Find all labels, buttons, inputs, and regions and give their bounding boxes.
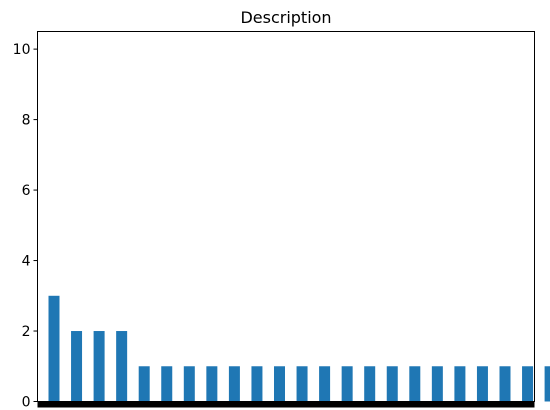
bar-1: [71, 331, 83, 402]
y-tick-label-2: 4: [22, 254, 31, 270]
bar-20: [499, 366, 511, 402]
y-tick-label-1: 2: [22, 324, 31, 340]
bars-group: [48, 295, 550, 402]
bar-22: [544, 366, 550, 402]
bar-15: [386, 366, 398, 402]
bar-14: [364, 366, 376, 402]
bar-9: [251, 366, 263, 402]
y-tick-label-3: 6: [22, 183, 31, 199]
plot-frame: [37, 31, 535, 402]
bar-7: [206, 366, 218, 402]
bar-13: [341, 366, 353, 402]
bar-19: [476, 366, 488, 402]
bar-21: [522, 366, 534, 402]
y-tick-label-5: 10: [13, 42, 31, 58]
x-axis-ticks: [37, 401, 535, 408]
bar-10: [274, 366, 285, 402]
bar-2: [93, 331, 105, 402]
bar-0: [48, 295, 60, 402]
bar-6: [183, 366, 195, 402]
chart-title: Description: [240, 8, 331, 27]
y-axis-ticks: 0 2 4 6 8 10: [13, 42, 38, 410]
bar-17: [431, 366, 443, 402]
bar-11: [296, 366, 308, 402]
x-tick-labels-band: [37, 401, 535, 408]
bar-4: [138, 366, 150, 402]
y-tick-label-0: 0: [22, 395, 31, 410]
bar-18: [454, 366, 466, 402]
bar-5: [161, 366, 173, 402]
bar-12: [319, 366, 331, 402]
bar-8: [228, 366, 240, 402]
bar-16: [409, 366, 421, 402]
bar-3: [116, 331, 128, 402]
y-tick-label-4: 8: [22, 113, 31, 129]
